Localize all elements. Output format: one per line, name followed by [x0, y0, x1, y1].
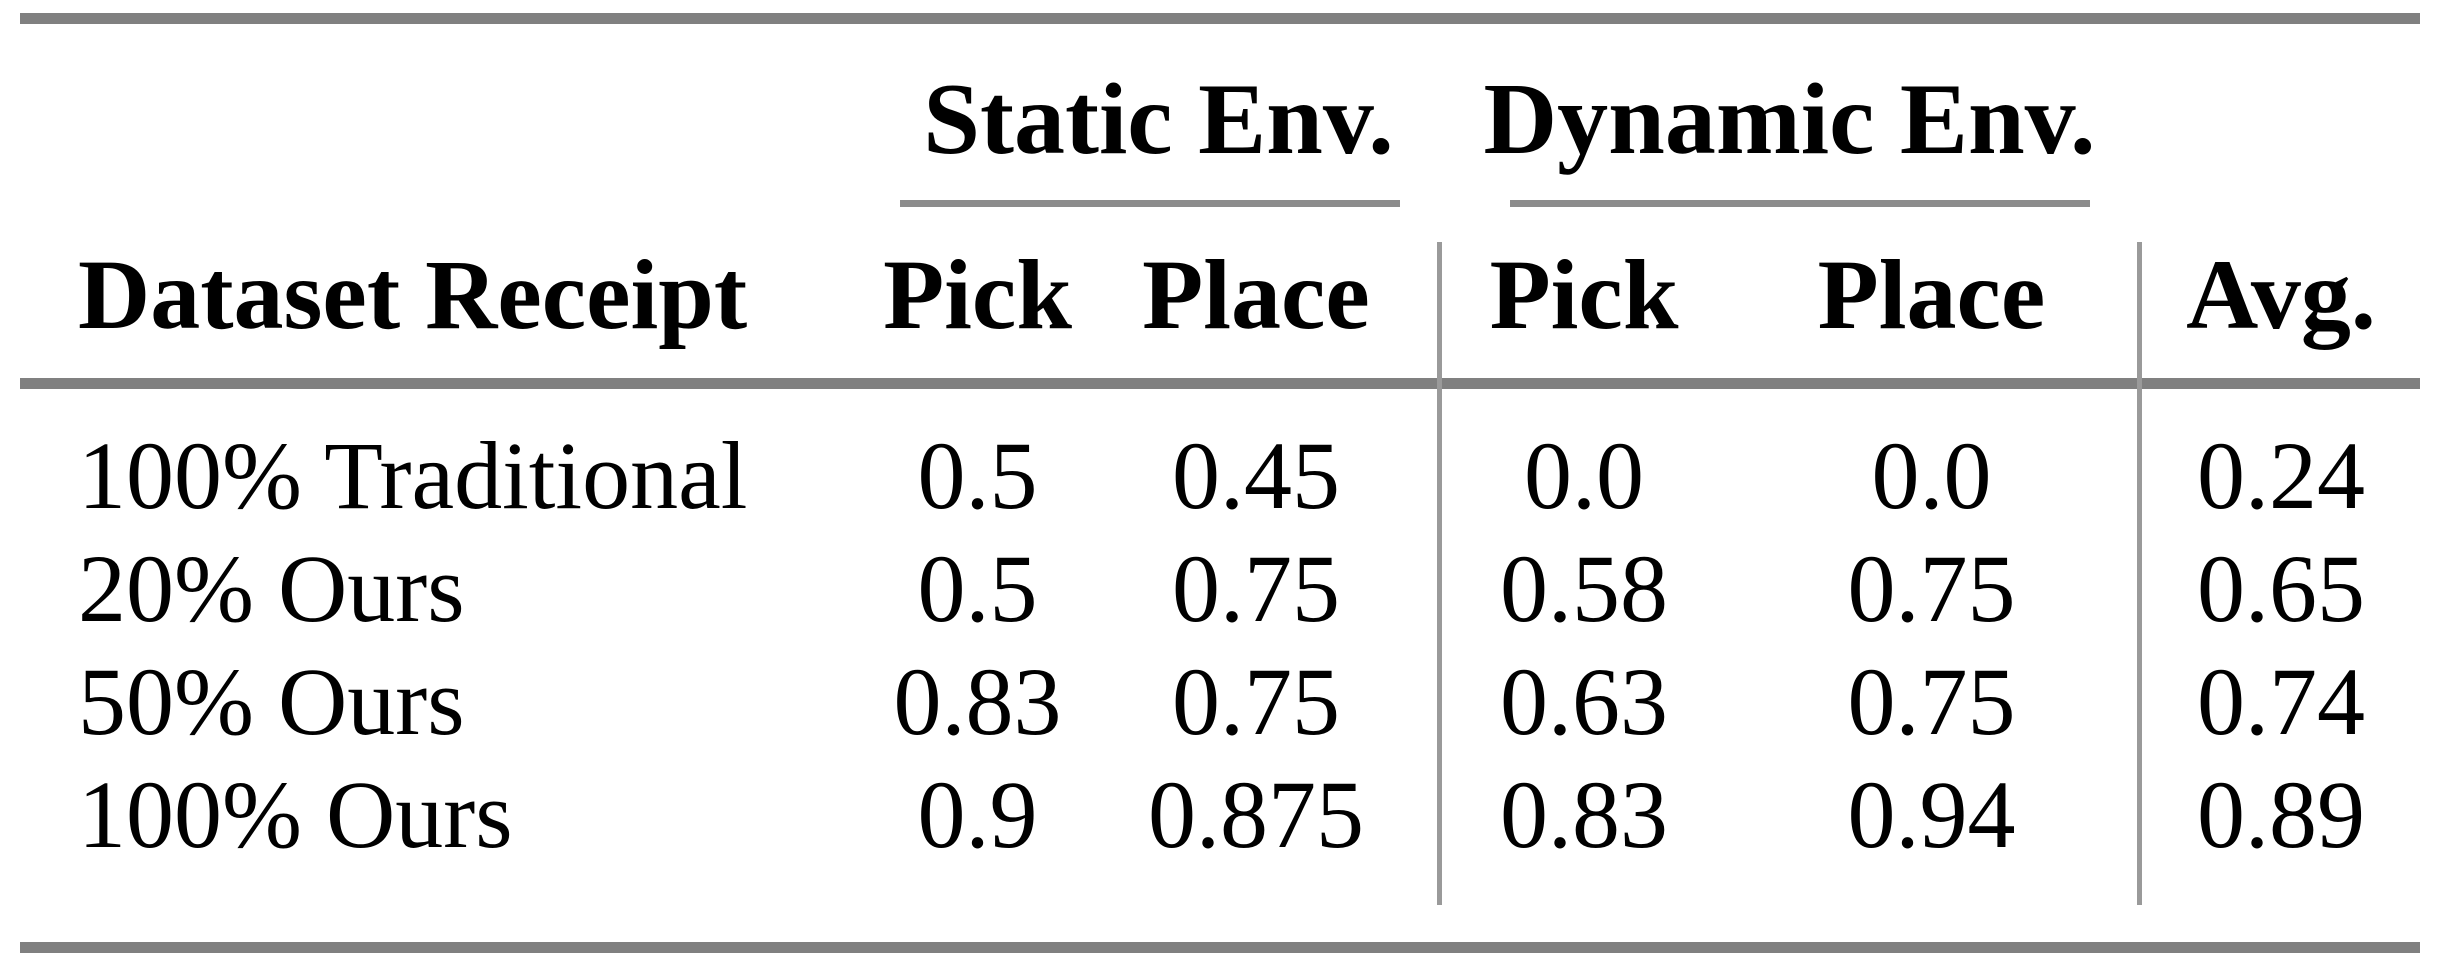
row-label: 20% Ours	[78, 535, 465, 642]
row-label: 50% Ours	[78, 648, 465, 755]
cell-dynamic-place: 0.94	[1847, 761, 2016, 868]
table-row: 100% Traditional 0.5 0.45 0.0 0.0 0.24	[20, 428, 2420, 524]
column-header-row: Dataset Receipt Pick Place Pick Place Av…	[20, 245, 2420, 345]
cell-static-pick: 0.83	[893, 648, 1062, 755]
cell-static-pick: 0.5	[917, 535, 1038, 642]
dynamic-env-cmidrule	[1510, 200, 2090, 207]
table-bottom-rule	[20, 942, 2420, 953]
cell-avg: 0.65	[2197, 535, 2365, 642]
cell-dynamic-pick: 0.63	[1500, 648, 1668, 755]
column-header-dataset-receipt: Dataset Receipt	[78, 239, 748, 350]
cell-static-place: 0.45	[1172, 422, 1340, 529]
cell-static-place: 0.75	[1172, 648, 1340, 755]
cell-static-pick: 0.9	[917, 761, 1038, 868]
column-header-dynamic-place: Place	[1817, 239, 2046, 350]
table-row: 50% Ours 0.83 0.75 0.63 0.75 0.74	[20, 654, 2420, 750]
row-label: 100% Ours	[78, 761, 513, 868]
cell-static-place: 0.875	[1148, 761, 1364, 868]
cell-dynamic-place: 0.75	[1847, 535, 2016, 642]
static-env-cmidrule	[900, 200, 1400, 207]
table-row: 100% Ours 0.9 0.875 0.83 0.94 0.89	[20, 767, 2420, 863]
cell-dynamic-pick: 0.0	[1524, 422, 1644, 529]
cell-dynamic-place: 0.75	[1847, 648, 2016, 755]
table-header-rule	[20, 378, 2420, 389]
table-top-rule	[20, 13, 2420, 24]
cell-dynamic-pick: 0.58	[1500, 535, 1668, 642]
table-row: 20% Ours 0.5 0.75 0.58 0.75 0.65	[20, 541, 2420, 637]
cell-dynamic-place: 0.0	[1871, 422, 1992, 529]
column-header-static-place: Place	[1142, 239, 1370, 350]
row-label: 100% Traditional	[78, 422, 748, 529]
column-header-avg: Avg.	[2186, 239, 2376, 350]
column-header-static-pick: Pick	[883, 239, 1072, 350]
group-header-dynamic-env: Dynamic Env.	[1483, 63, 2096, 176]
group-header-row: Static Env. Dynamic Env.	[20, 69, 2420, 171]
cell-static-place: 0.75	[1172, 535, 1340, 642]
group-header-static-env: Static Env.	[923, 63, 1394, 176]
column-header-dynamic-pick: Pick	[1489, 239, 1679, 350]
cell-dynamic-pick: 0.83	[1500, 761, 1668, 868]
cell-avg: 0.24	[2197, 422, 2365, 529]
cell-avg: 0.89	[2197, 761, 2365, 868]
cell-avg: 0.74	[2197, 648, 2365, 755]
vertical-rule-static-dynamic	[1437, 242, 1442, 905]
vertical-rule-dynamic-avg	[2137, 242, 2142, 905]
cell-static-pick: 0.5	[917, 422, 1038, 529]
